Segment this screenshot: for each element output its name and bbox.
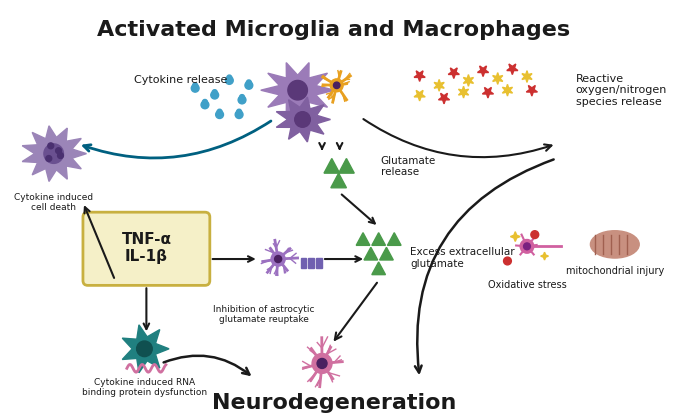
Circle shape xyxy=(238,96,246,104)
Circle shape xyxy=(44,144,64,163)
Polygon shape xyxy=(324,158,340,173)
Circle shape xyxy=(55,148,62,154)
Text: Cytokine induced RNA
binding protein dysfunction: Cytokine induced RNA binding protein dys… xyxy=(82,378,207,398)
Text: Reactive
oxygen/nitrogen
species release: Reactive oxygen/nitrogen species release xyxy=(576,74,667,107)
Polygon shape xyxy=(379,247,393,260)
Polygon shape xyxy=(540,252,549,260)
Circle shape xyxy=(531,231,538,238)
Circle shape xyxy=(247,80,251,85)
Circle shape xyxy=(235,111,243,119)
Polygon shape xyxy=(123,325,169,373)
Text: Activated Microglia and Macrophages: Activated Microglia and Macrophages xyxy=(97,20,571,40)
Text: Inhibition of astrocytic
glutamate reuptake: Inhibition of astrocytic glutamate reupt… xyxy=(213,305,314,324)
Circle shape xyxy=(58,153,64,158)
Polygon shape xyxy=(414,91,425,101)
Polygon shape xyxy=(477,66,488,77)
Polygon shape xyxy=(463,75,473,86)
Polygon shape xyxy=(276,97,330,142)
Circle shape xyxy=(312,354,332,373)
Polygon shape xyxy=(438,93,449,104)
Polygon shape xyxy=(502,84,512,96)
Text: Neurodegeneration: Neurodegeneration xyxy=(212,393,456,413)
Circle shape xyxy=(201,101,209,109)
Ellipse shape xyxy=(590,231,639,258)
Circle shape xyxy=(136,341,152,357)
Polygon shape xyxy=(434,80,445,91)
Polygon shape xyxy=(458,86,469,98)
Circle shape xyxy=(225,77,233,84)
Circle shape xyxy=(334,82,340,88)
Bar xyxy=(316,258,322,268)
Polygon shape xyxy=(522,71,532,83)
Polygon shape xyxy=(448,68,460,78)
Polygon shape xyxy=(338,158,354,173)
Text: Excess extracellular
glutamate: Excess extracellular glutamate xyxy=(410,247,514,269)
FancyBboxPatch shape xyxy=(83,212,210,285)
Polygon shape xyxy=(510,232,520,241)
Circle shape xyxy=(217,109,222,114)
Text: mitochondrial injury: mitochondrial injury xyxy=(566,266,664,276)
Circle shape xyxy=(240,95,245,99)
Polygon shape xyxy=(364,247,377,260)
Circle shape xyxy=(46,155,52,161)
Circle shape xyxy=(295,112,310,127)
Polygon shape xyxy=(388,233,401,246)
Text: Oxidative stress: Oxidative stress xyxy=(488,280,566,290)
Circle shape xyxy=(48,143,53,149)
Circle shape xyxy=(520,240,534,253)
Circle shape xyxy=(227,75,232,80)
Text: Cytokine release: Cytokine release xyxy=(134,75,227,85)
Circle shape xyxy=(523,243,530,250)
Circle shape xyxy=(330,79,343,92)
Polygon shape xyxy=(261,62,334,118)
Polygon shape xyxy=(507,64,518,75)
Polygon shape xyxy=(22,126,86,181)
Circle shape xyxy=(216,111,223,119)
Text: TNF-α
IL-1β: TNF-α IL-1β xyxy=(121,232,171,264)
Polygon shape xyxy=(331,173,347,188)
Polygon shape xyxy=(372,262,386,274)
Circle shape xyxy=(236,109,242,114)
Bar xyxy=(308,258,314,268)
Polygon shape xyxy=(356,233,370,246)
Circle shape xyxy=(245,81,253,89)
Circle shape xyxy=(275,256,282,263)
Circle shape xyxy=(288,80,308,100)
Circle shape xyxy=(211,91,219,99)
Circle shape xyxy=(203,99,208,104)
Circle shape xyxy=(212,90,217,95)
Bar xyxy=(301,258,306,268)
Polygon shape xyxy=(482,88,493,98)
Polygon shape xyxy=(372,233,386,246)
Polygon shape xyxy=(414,71,425,81)
Text: Cytokine induced
cell death: Cytokine induced cell death xyxy=(14,193,93,212)
Text: Glutamate
release: Glutamate release xyxy=(381,155,436,177)
Circle shape xyxy=(192,83,197,88)
Polygon shape xyxy=(493,72,503,84)
Circle shape xyxy=(317,359,327,368)
Polygon shape xyxy=(526,85,538,96)
Circle shape xyxy=(503,257,512,265)
Circle shape xyxy=(271,252,285,266)
Circle shape xyxy=(191,84,199,92)
